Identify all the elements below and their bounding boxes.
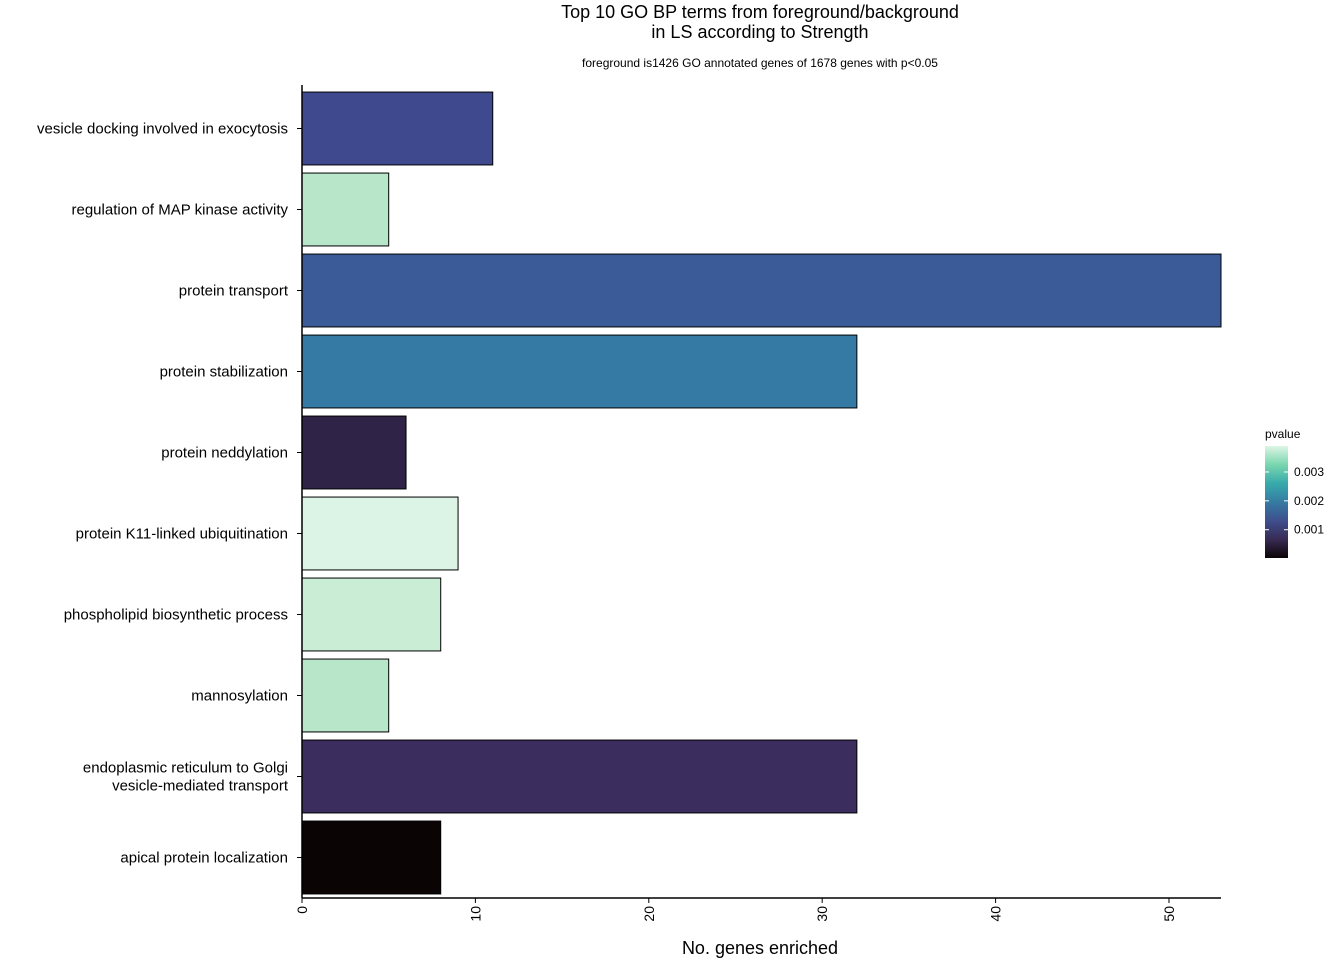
category-label: apical protein localization [120,850,288,867]
x-tick-label: 30 [814,906,830,922]
category-labels: vesicle docking involved in exocytosis re… [37,121,302,867]
legend-tick-label: 0.002 [1294,494,1324,508]
x-tick-label: 20 [641,906,657,922]
category-label: protein transport [179,283,289,300]
bar [301,334,858,409]
chart-subtitle: foreground is1426 GO annotated genes of … [582,56,938,70]
category-label: phospholipid biosynthetic process [64,607,288,624]
category-label: vesicle-mediated transport [112,778,289,795]
pvalue-legend: pvalue 0.001 0.002 0.003 [1265,427,1324,558]
category-label: vesicle docking involved in exocytosis [37,121,288,138]
bar [301,820,442,895]
legend-title: pvalue [1265,427,1301,441]
bar [301,415,407,490]
chart-title-line-1: Top 10 GO BP terms from foreground/backg… [561,2,959,22]
bar [301,91,494,166]
bar [301,658,390,733]
x-tick-label: 40 [988,906,1004,922]
category-label: protein K11-linked ubiquitination [76,526,288,543]
legend-tick-label: 0.001 [1294,523,1324,537]
bar [301,739,858,814]
x-tick-label: 10 [467,906,483,922]
category-label: endoplasmic reticulum to Golgi [83,760,288,777]
legend-ticks: 0.001 0.002 0.003 [1265,465,1324,537]
legend-tick-label: 0.003 [1294,465,1324,479]
category-label: protein stabilization [160,364,288,381]
bar [301,496,459,571]
x-axis-title: No. genes enriched [682,938,838,958]
category-label: mannosylation [191,688,288,705]
chart-title-line-2: in LS according to Strength [651,22,868,42]
x-tick-label: 50 [1161,906,1177,922]
bar [301,577,442,652]
bars [301,91,1222,895]
bar [301,172,390,247]
category-label: protein neddylation [161,445,288,462]
x-axis-ticks: 0 10 20 30 40 50 [294,898,1177,922]
bar [301,253,1222,328]
x-tick-label: 0 [294,906,310,914]
legend-colorbar [1265,446,1288,558]
category-label: regulation of MAP kinase activity [72,202,289,219]
